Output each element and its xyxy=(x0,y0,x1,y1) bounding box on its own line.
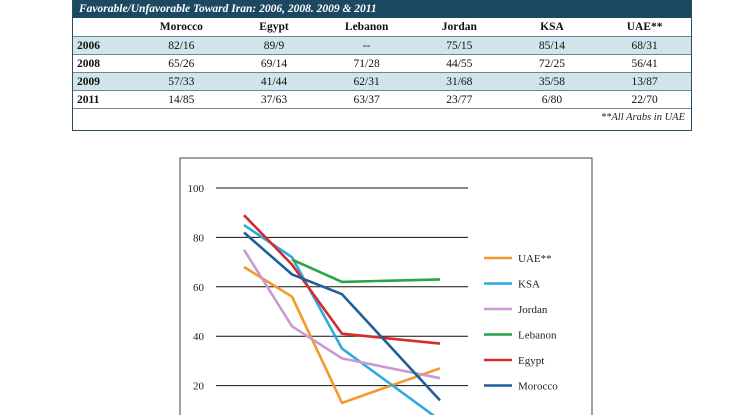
column-header: UAE** xyxy=(626,21,663,33)
column-header: KSA xyxy=(540,21,564,33)
table-cell: 13/87 xyxy=(598,72,691,91)
column-header: Lebanon xyxy=(344,21,389,33)
y-tick-label: 100 xyxy=(188,183,205,195)
table-cell: 56/41 xyxy=(598,54,691,73)
y-tick-label: 60 xyxy=(193,282,205,294)
table-row: 2009 57/33 41/44 62/31 31/68 35/58 13/87 xyxy=(73,72,691,91)
table-row: 2006 82/16 89/9 -- 75/15 85/14 68/31 xyxy=(73,36,691,55)
table-header-row: Morocco Egypt Lebanon Jordan KSA UAE** xyxy=(73,18,691,37)
iran-favorability-table: Favorable/Unfavorable Toward Iran: 2006,… xyxy=(72,0,692,131)
table-cell: 62/31 xyxy=(320,72,413,91)
legend-label: UAE** xyxy=(518,253,552,265)
table-cell: 72/25 xyxy=(505,54,599,73)
table-cell: 6/80 xyxy=(505,90,599,108)
data-table: Morocco Egypt Lebanon Jordan KSA UAE** 2… xyxy=(73,18,691,108)
table-cell: 44/55 xyxy=(412,54,506,73)
table-cell: 23/77 xyxy=(412,90,506,108)
table-cell: 41/44 xyxy=(227,72,321,91)
legend-label: Morocco xyxy=(518,381,558,393)
legend-label: KSA xyxy=(518,279,540,291)
table-cell: 22/70 xyxy=(598,90,691,108)
chart-legend: UAE** KSA Jordan Lebanon Egypt Morocco xyxy=(484,253,558,393)
y-tick-label: 80 xyxy=(193,232,205,244)
row-year: 2006 xyxy=(73,36,135,55)
table-cell: 89/9 xyxy=(227,36,321,55)
table-cell: 69/14 xyxy=(227,54,321,73)
table-cell: 31/68 xyxy=(412,72,506,91)
table-cell: 85/14 xyxy=(505,36,599,55)
legend-label: Lebanon xyxy=(518,330,557,342)
series-lines xyxy=(242,214,441,415)
row-year: 2011 xyxy=(73,90,135,108)
table-cell: 35/58 xyxy=(505,72,599,91)
legend-label: Jordan xyxy=(518,304,548,316)
column-header: Egypt xyxy=(259,21,289,33)
table-cell: 82/16 xyxy=(135,36,228,55)
series-line-egypt xyxy=(243,214,441,345)
row-year: 2009 xyxy=(73,72,135,91)
legend-label: Egypt xyxy=(518,355,544,367)
table-cell: -- xyxy=(320,36,413,55)
series-line-jordan xyxy=(242,249,441,380)
table-cell: 37/63 xyxy=(227,90,321,108)
table-cell: 63/37 xyxy=(320,90,413,108)
table-row: 2011 14/85 37/63 63/37 23/77 6/80 22/70 xyxy=(73,90,691,108)
column-header: Morocco xyxy=(159,21,203,33)
table-cell: 68/31 xyxy=(598,36,691,55)
table-cell: 14/85 xyxy=(135,90,228,108)
table-title: Favorable/Unfavorable Toward Iran: 2006,… xyxy=(73,0,691,18)
table-cell: 57/33 xyxy=(135,72,228,91)
table-cell: 65/26 xyxy=(135,54,228,73)
series-line-lebanon xyxy=(291,258,441,284)
row-year: 2008 xyxy=(73,54,135,73)
series-line-morocco xyxy=(243,231,441,402)
table-footnote: **All Arabs in UAE xyxy=(73,108,691,127)
y-axis-ticks: 100 80 60 40 20 xyxy=(188,183,205,393)
table-row: 2008 65/26 69/14 71/28 44/55 72/25 56/41 xyxy=(73,54,691,73)
y-tick-label: 20 xyxy=(193,381,205,393)
table-cell: 75/15 xyxy=(412,36,506,55)
column-header: Jordan xyxy=(441,21,477,33)
y-tick-label: 40 xyxy=(193,331,205,343)
table-cell: 71/28 xyxy=(320,54,413,73)
